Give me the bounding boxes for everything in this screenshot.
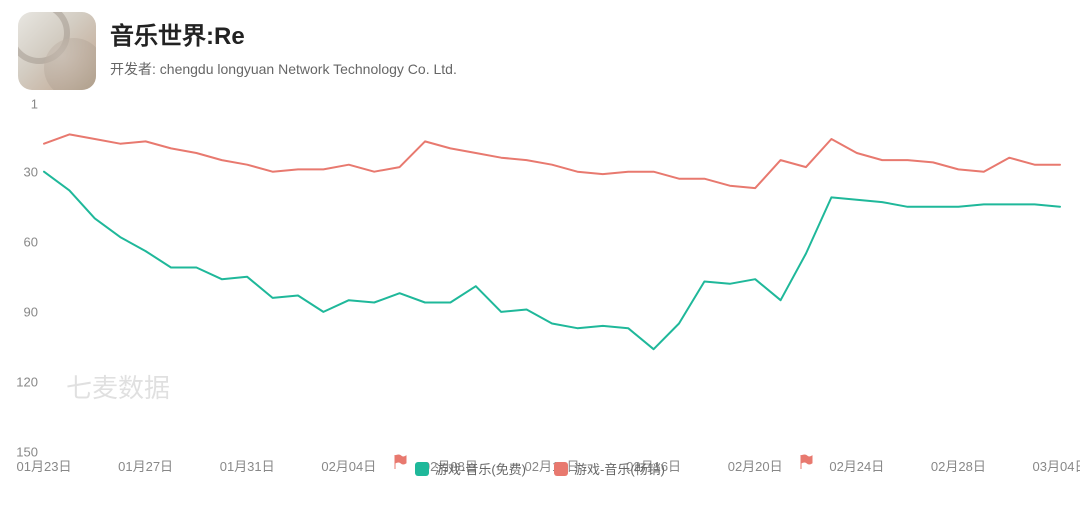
series-line bbox=[44, 172, 1060, 350]
line-chart bbox=[44, 104, 1060, 452]
developer-name: chengdu longyuan Network Technology Co. … bbox=[160, 61, 457, 77]
series-line bbox=[44, 134, 1060, 188]
chart-area: 1306090120150 01月23日01月27日01月31日02月04日02… bbox=[0, 104, 1080, 484]
developer-prefix: 开发者: bbox=[110, 61, 160, 77]
developer-line: 开发者: chengdu longyuan Network Technology… bbox=[110, 59, 457, 79]
legend-swatch-paid bbox=[554, 462, 568, 476]
legend-swatch-free bbox=[415, 462, 429, 476]
header-text: 音乐世界:Re 开发者: chengdu longyuan Network Te… bbox=[110, 12, 457, 79]
legend: 游戏-音乐(免费) 游戏-音乐(畅销) bbox=[0, 459, 1080, 478]
y-tick-label: 60 bbox=[10, 234, 38, 249]
y-tick-label: 30 bbox=[10, 164, 38, 179]
legend-item-free: 游戏-音乐(免费) bbox=[415, 459, 526, 478]
y-tick-label: 1 bbox=[10, 97, 38, 112]
app-header: 音乐世界:Re 开发者: chengdu longyuan Network Te… bbox=[0, 0, 1080, 100]
app-title: 音乐世界:Re bbox=[110, 16, 457, 51]
y-tick-label: 120 bbox=[10, 374, 38, 389]
y-tick-label: 90 bbox=[10, 304, 38, 319]
legend-label-paid: 游戏-音乐(畅销) bbox=[574, 459, 665, 478]
legend-item-paid: 游戏-音乐(畅销) bbox=[554, 459, 665, 478]
app-icon bbox=[18, 12, 96, 90]
legend-label-free: 游戏-音乐(免费) bbox=[435, 459, 526, 478]
